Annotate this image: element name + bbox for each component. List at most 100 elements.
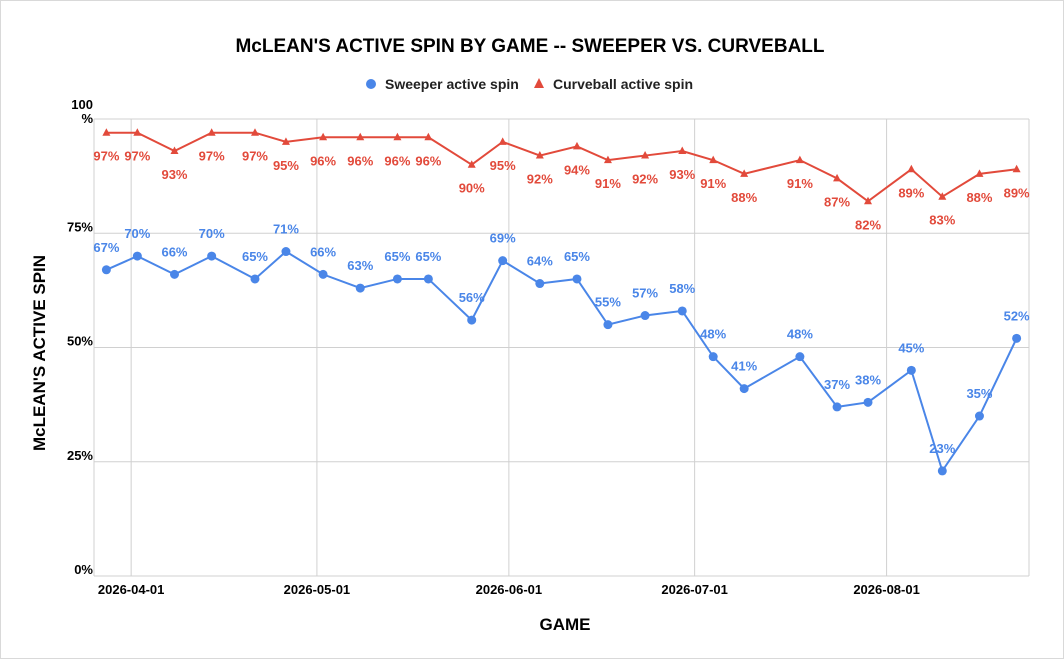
data-point (1012, 333, 1022, 343)
data-point (795, 352, 805, 362)
data-point (739, 384, 749, 394)
data-point (975, 169, 984, 177)
data-label: 65% (564, 249, 590, 264)
data-point (102, 128, 111, 136)
data-point (101, 265, 111, 275)
data-point (250, 128, 259, 136)
data-label: 93% (161, 167, 187, 182)
data-label: 56% (459, 290, 485, 305)
data-point (974, 411, 984, 421)
x-axis-ticks: 2026-04-01 2026-05-01 2026-06-01 2026-07-01… (98, 582, 920, 597)
x-axis-title: GAME (540, 615, 591, 634)
data-point (907, 164, 916, 173)
data-label: 67% (93, 240, 119, 255)
data-point (906, 365, 916, 375)
data-point (498, 137, 507, 145)
chart-title: McLEAN'S ACTIVE SPIN BY GAME -- SWEEPER … (235, 36, 824, 57)
data-point (355, 283, 365, 293)
data-label: 35% (966, 386, 992, 401)
data-point (207, 128, 216, 136)
series-sweeper: 67% 70% 66% 70% 65% 71% 66% 63% 65% 65% 56% 69% 64% 6… (93, 222, 1030, 476)
data-label: 97% (242, 149, 268, 164)
data-point (833, 173, 842, 182)
data-point (393, 132, 402, 141)
x-tick-label: 2026-07-01 (661, 582, 728, 597)
data-point (250, 274, 260, 284)
data-label: 65% (384, 249, 410, 264)
data-label: 93% (669, 167, 695, 182)
data-label: 64% (527, 254, 553, 269)
data-label: 83% (929, 213, 955, 228)
data-point (132, 251, 142, 261)
data-point (795, 155, 804, 164)
data-point (207, 251, 217, 261)
data-label: 65% (242, 249, 268, 264)
data-label: 97% (93, 149, 119, 164)
data-label: 97% (124, 149, 150, 164)
data-point (641, 151, 650, 159)
y-tick-label: 100% (71, 97, 93, 126)
data-label: 92% (527, 172, 553, 187)
data-label: 48% (700, 327, 726, 342)
y-gridlines (94, 118, 1029, 577)
data-point (281, 247, 291, 257)
data-label: 92% (632, 172, 658, 187)
data-label: 71% (273, 222, 299, 237)
data-point (603, 320, 613, 330)
series-line (106, 131, 1017, 203)
data-label: 66% (161, 244, 187, 259)
data-label: 63% (347, 258, 373, 273)
data-label: 23% (929, 441, 955, 456)
data-point (640, 311, 650, 321)
data-label: 37% (824, 377, 850, 392)
data-label: 65% (415, 249, 441, 264)
data-point (467, 160, 476, 168)
data-label: 70% (124, 226, 150, 241)
data-point (467, 315, 477, 325)
data-point (937, 466, 947, 476)
legend-marker-triangle (534, 78, 544, 88)
data-point (677, 306, 687, 316)
data-point (603, 155, 612, 164)
data-label: 96% (310, 153, 336, 168)
data-label: 94% (564, 162, 590, 177)
y-tick-label: 25% (67, 448, 93, 463)
data-point (535, 151, 544, 159)
data-point (498, 256, 508, 266)
data-point (863, 397, 873, 407)
legend-marker-circle (366, 79, 376, 89)
series-curveball: 97% 97% 93% 97% 97% 95% 96% 96% 96% 96% 90% 95% 92% 9… (93, 128, 1030, 232)
data-label: 96% (384, 153, 410, 168)
legend-label: Curveball active spin (553, 76, 693, 92)
data-label: 96% (415, 153, 441, 168)
series-line (105, 250, 1018, 474)
legend: Sweeper active spin Curveball active spin (366, 76, 693, 92)
data-label: 70% (199, 226, 225, 241)
data-point (572, 274, 582, 284)
data-label: 97% (199, 149, 225, 164)
data-point (424, 132, 433, 141)
data-label: 91% (787, 176, 813, 191)
data-point (281, 137, 290, 145)
data-label: 57% (632, 286, 658, 301)
data-label: 69% (490, 231, 516, 246)
data-label: 90% (459, 181, 485, 196)
y-axis-ticks: 0% 25% 50% 75% 100% (67, 97, 93, 577)
data-point (318, 269, 328, 279)
data-label: 91% (700, 176, 726, 191)
y-tick-label: 75% (67, 219, 93, 234)
y-tick-label: 0% (74, 562, 93, 577)
legend-item: Curveball active spin (534, 76, 693, 92)
series-layer: 67% 70% 66% 70% 65% 71% 66% 63% 65% 65% 56% 69% 64% 6… (93, 128, 1030, 476)
data-label: 66% (310, 244, 336, 259)
x-tick-label: 2026-04-01 (98, 582, 165, 597)
data-label: 88% (966, 190, 992, 205)
x-tick-label: 2026-06-01 (476, 582, 543, 597)
data-point (133, 128, 142, 136)
y-axis-title: McLEAN'S ACTIVE SPIN (30, 255, 49, 451)
data-point (572, 141, 581, 150)
data-point (938, 192, 947, 200)
data-label: 91% (595, 176, 621, 191)
